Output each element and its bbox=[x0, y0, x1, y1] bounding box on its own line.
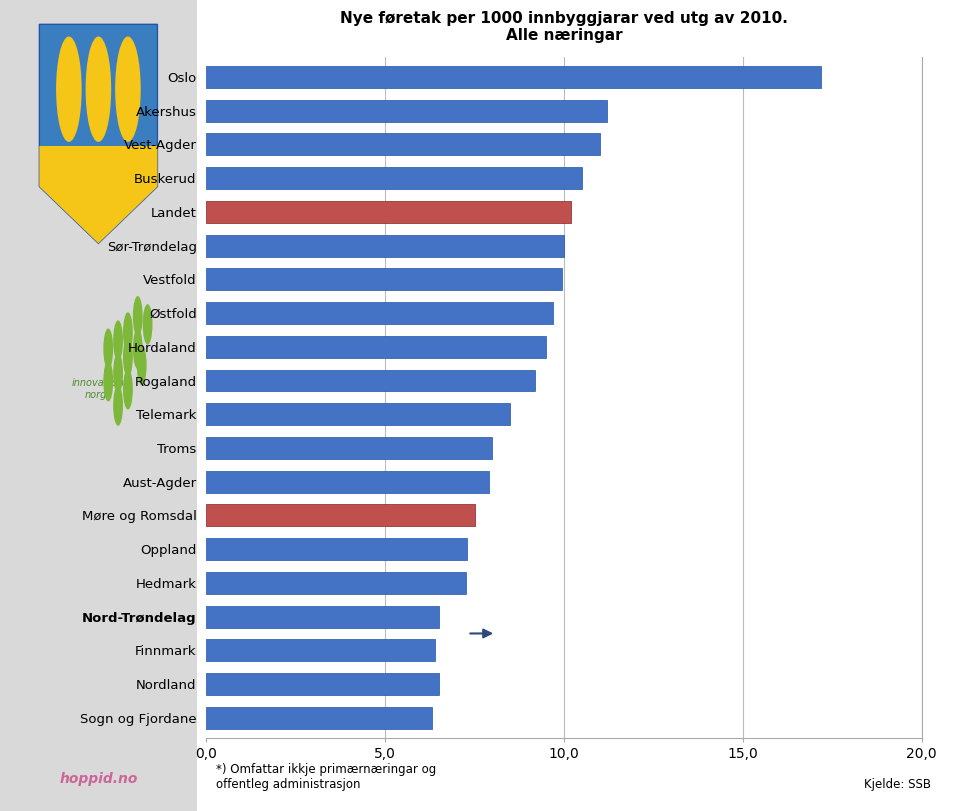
Circle shape bbox=[56, 36, 82, 142]
Circle shape bbox=[115, 36, 141, 142]
Bar bbox=[206, 268, 563, 290]
Bar bbox=[206, 134, 600, 156]
Circle shape bbox=[132, 328, 143, 369]
Bar bbox=[206, 100, 607, 122]
Title: Nye føretak per 1000 innbyggjarar ved utg av 2010.
Alle næringar: Nye føretak per 1000 innbyggjarar ved ut… bbox=[340, 11, 788, 43]
Circle shape bbox=[104, 328, 113, 369]
Text: *) Omfattar ikkje primærnæringar og
offentleg administrasjon: *) Omfattar ikkje primærnæringar og offe… bbox=[216, 762, 436, 791]
Circle shape bbox=[104, 361, 113, 401]
Bar bbox=[206, 504, 474, 526]
Bar bbox=[206, 201, 571, 223]
Bar bbox=[206, 167, 582, 189]
Bar bbox=[206, 673, 439, 695]
Bar bbox=[206, 234, 564, 256]
Text: hoppid.no: hoppid.no bbox=[60, 771, 137, 786]
Circle shape bbox=[113, 320, 123, 361]
Circle shape bbox=[132, 296, 143, 337]
Bar bbox=[206, 437, 492, 459]
Circle shape bbox=[113, 385, 123, 426]
Bar bbox=[206, 572, 466, 594]
Text: Møre og Romsdal
fylkeskommune: Møre og Romsdal fylkeskommune bbox=[54, 111, 143, 132]
Bar bbox=[206, 403, 511, 425]
Circle shape bbox=[123, 369, 132, 410]
Text: innovasjon
norge: innovasjon norge bbox=[72, 379, 125, 400]
Bar bbox=[206, 336, 546, 358]
Bar bbox=[206, 639, 435, 661]
Circle shape bbox=[85, 36, 111, 142]
Circle shape bbox=[136, 345, 147, 385]
Circle shape bbox=[123, 312, 132, 353]
Bar bbox=[206, 303, 553, 324]
Bar bbox=[206, 606, 439, 628]
Bar bbox=[206, 66, 822, 88]
Polygon shape bbox=[39, 24, 157, 243]
Circle shape bbox=[123, 337, 132, 377]
Bar bbox=[206, 707, 432, 729]
Bar bbox=[206, 370, 536, 392]
Circle shape bbox=[113, 353, 123, 393]
Circle shape bbox=[143, 304, 153, 345]
Polygon shape bbox=[39, 146, 157, 243]
Bar bbox=[206, 470, 489, 492]
Bar bbox=[206, 539, 468, 560]
Text: Kjelde: SSB: Kjelde: SSB bbox=[864, 778, 931, 791]
